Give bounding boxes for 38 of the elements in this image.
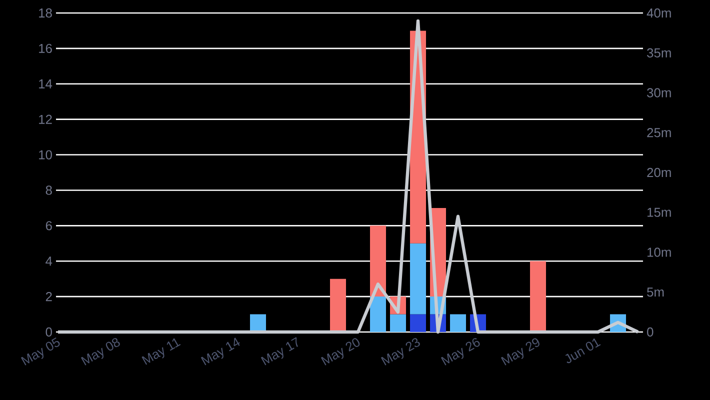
y2-tick-label: 30m	[647, 88, 671, 98]
y2-tick-label: 40m	[646, 8, 671, 18]
y2-tick-label: 10m	[648, 248, 671, 257]
y2-tick-label: 15m	[648, 208, 671, 217]
y-tick-label: 6	[46, 221, 52, 230]
x-tick-label: May 14	[200, 338, 240, 366]
x-tick-label: May 29	[500, 338, 540, 366]
y2-tick-label: 35m	[647, 48, 671, 58]
x-tick-label: Jun 01	[565, 338, 601, 364]
y-tick-label: 2	[46, 292, 52, 302]
y-tick-label: 16	[39, 44, 52, 54]
x-tick-label: May 11	[142, 338, 181, 365]
bar	[410, 243, 426, 314]
y2-tick-label: 20m	[647, 168, 671, 178]
y-tick-label: 0	[46, 327, 52, 337]
bar	[450, 314, 466, 332]
x-tick-label: May 05	[20, 337, 60, 366]
y2-tick-label: 5m	[647, 288, 664, 297]
y-tick-label: 8	[46, 186, 52, 195]
bar	[370, 226, 386, 297]
bar	[330, 278, 346, 332]
y-tick-label: 12	[39, 114, 52, 124]
bar	[530, 261, 546, 332]
bar	[250, 314, 266, 332]
x-tick-label: May 17	[260, 337, 298, 366]
y-tick-label: 4	[46, 256, 52, 266]
x-tick-label: May 08	[80, 338, 120, 366]
x-tick-label: May 23	[380, 338, 420, 366]
bar	[410, 314, 426, 332]
y-tick-label: 14	[39, 79, 52, 88]
y2-tick-label: 25m	[647, 128, 671, 138]
bar	[390, 314, 406, 332]
y-tick-label: 10	[39, 150, 52, 160]
y2-tick-label: 0	[647, 327, 654, 337]
y-tick-label: 18	[39, 8, 52, 18]
bar	[370, 296, 386, 332]
x-tick-label: May 26	[440, 338, 480, 366]
x-tick-label: May 20	[320, 338, 360, 366]
